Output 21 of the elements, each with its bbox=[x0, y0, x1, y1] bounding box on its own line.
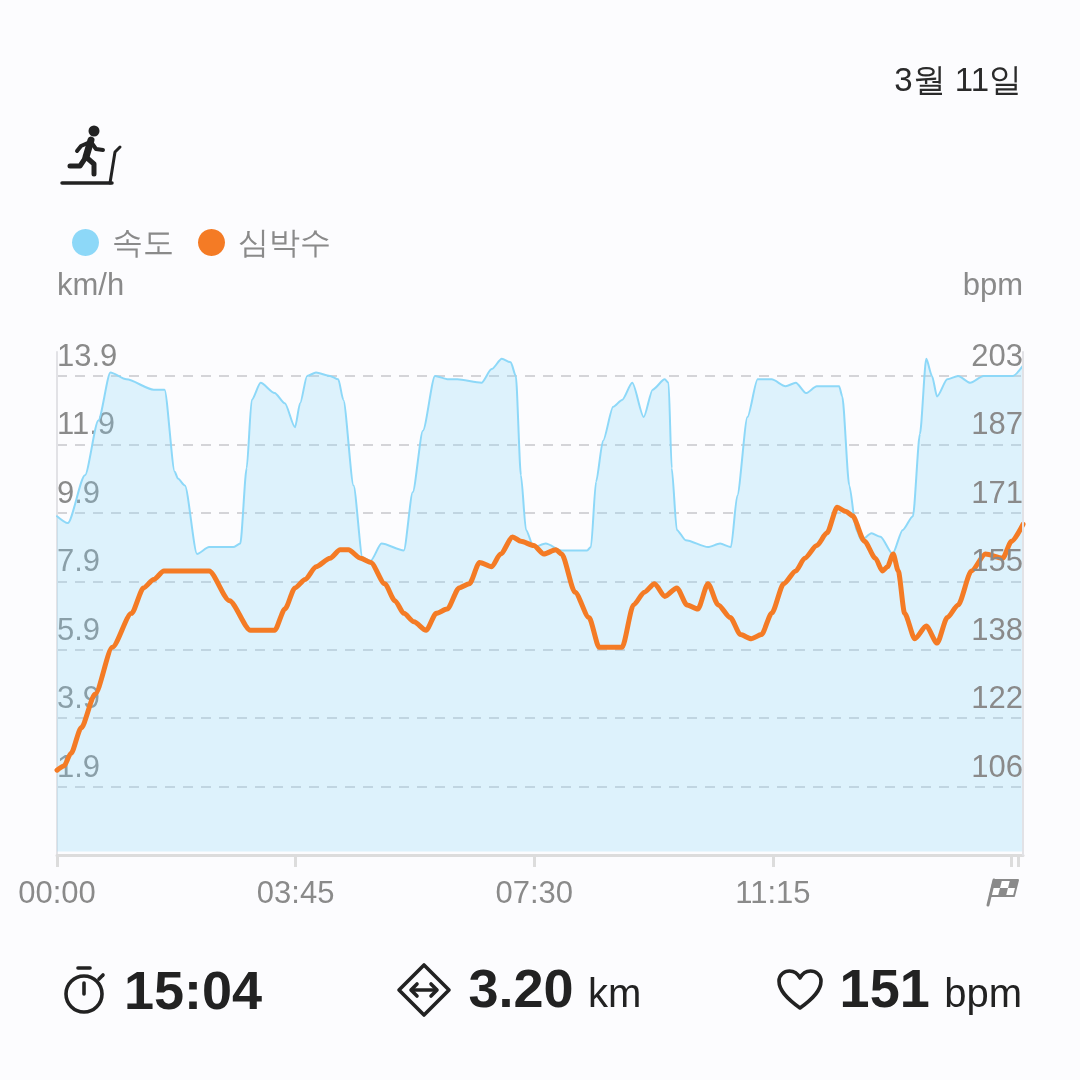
legend-label: 심박수 bbox=[238, 225, 331, 260]
x-tick-label: 11:15 bbox=[735, 875, 811, 910]
y-tick-label: 5.9 bbox=[57, 611, 101, 647]
y2-axis-title: bpm bbox=[962, 267, 1023, 302]
y2-tick-label: 203 bbox=[971, 337, 1023, 373]
x-tick-label: 07:30 bbox=[495, 875, 574, 910]
y-tick-label: 13.9 bbox=[57, 337, 118, 373]
text: 151 bpm bbox=[839, 957, 1022, 1018]
text: 3.20 km bbox=[468, 957, 642, 1018]
chart-subtitle: 3월 11일 bbox=[894, 60, 1022, 100]
legend-label: 속도 bbox=[112, 225, 174, 260]
y2-tick-label: 171 bbox=[971, 474, 1023, 510]
x-tick-label: 00:00 bbox=[18, 875, 96, 910]
y2-tick-label: 138 bbox=[971, 611, 1023, 647]
y2-tick-label: 187 bbox=[971, 406, 1023, 442]
x-tick-label: 03:45 bbox=[256, 875, 335, 910]
text: 15:04 bbox=[124, 960, 263, 1020]
y2-tick-label: 106 bbox=[971, 748, 1023, 784]
y2-tick-label: 122 bbox=[971, 680, 1023, 716]
y-axis-title: km/h bbox=[57, 267, 125, 302]
y-tick-label: 7.9 bbox=[57, 543, 101, 579]
